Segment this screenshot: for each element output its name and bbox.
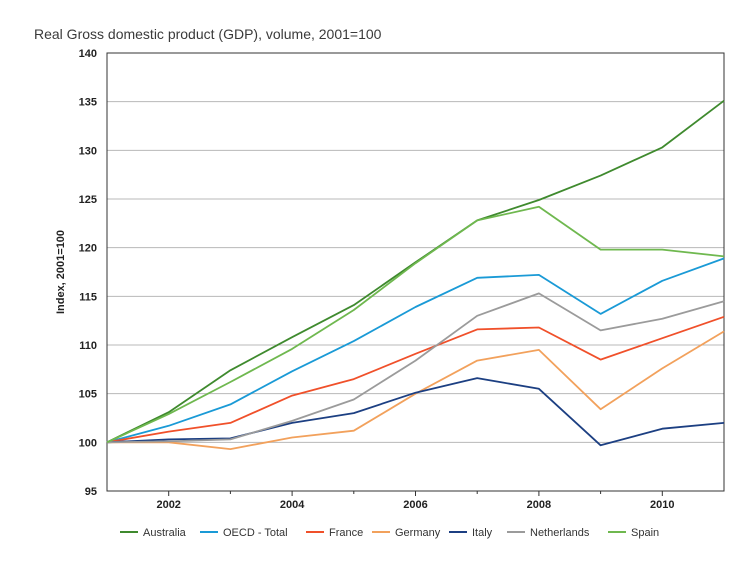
axis-layer: 95 100 105 110 115 120 125 130 135 140 2002 2004 200…	[79, 48, 725, 511]
series-line-france	[106, 315, 725, 444]
legend-label-italy: Italy	[472, 527, 493, 539]
legend-label-france: France	[329, 527, 363, 539]
chart-title: Real Gross domestic product (GDP), volum…	[34, 26, 382, 42]
x-tick-label: 2004	[280, 499, 305, 511]
x-tick-label: 2006	[403, 499, 427, 511]
y-tick-label: 100	[79, 437, 97, 449]
y-axis-title: Index, 2001=100	[55, 230, 67, 314]
y-tick-label: 135	[79, 97, 97, 109]
legend-label-spain: Spain	[631, 527, 659, 539]
series-line-oecd-total	[106, 257, 725, 444]
y-tick-label: 105	[79, 389, 97, 401]
x-tick-label: 2008	[527, 499, 551, 511]
series-layer	[106, 99, 725, 451]
legend-label-netherlands: Netherlands	[530, 527, 590, 539]
series-line-germany	[107, 330, 725, 451]
x-tick-label: 2002	[156, 499, 180, 511]
y-tick-label: 130	[79, 145, 97, 157]
y-tick-label: 120	[79, 243, 97, 255]
legend: Australia OECD - Total France Germany Italy N…	[120, 527, 659, 539]
series-line-netherlands	[106, 292, 725, 444]
legend-label-australia: Australia	[143, 527, 187, 539]
plot-area	[106, 52, 725, 492]
y-tick-label: 95	[85, 486, 97, 498]
grid-layer	[107, 52, 724, 492]
series-line-spain	[106, 205, 725, 444]
series-line-australia	[106, 99, 725, 444]
legend-label-oecd-total: OECD - Total	[223, 527, 288, 539]
x-tick-label: 2010	[650, 499, 674, 511]
y-tick-label: 110	[79, 340, 97, 352]
legend-label-germany: Germany	[395, 527, 441, 539]
y-tick-label: 125	[79, 194, 97, 206]
series-line-italy	[106, 377, 725, 447]
y-tick-label: 140	[79, 48, 97, 60]
y-tick-label: 115	[79, 291, 97, 303]
